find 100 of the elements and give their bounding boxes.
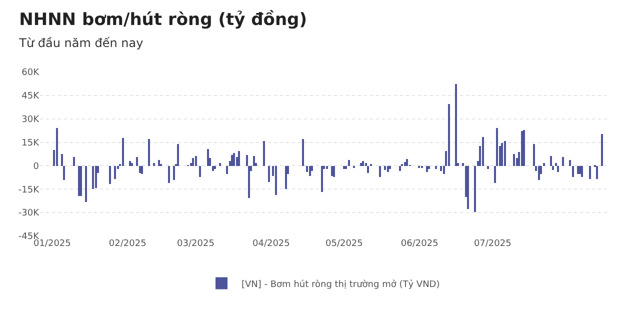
bar	[550, 156, 552, 166]
bar	[73, 157, 75, 166]
bar	[557, 166, 559, 172]
bar	[63, 166, 65, 180]
bar	[56, 128, 58, 166]
bar	[131, 163, 133, 166]
bar	[61, 154, 63, 166]
bar	[455, 84, 457, 166]
bar	[555, 163, 557, 166]
bar	[199, 166, 201, 177]
bar	[399, 166, 401, 171]
bar	[153, 163, 155, 166]
bar	[226, 166, 228, 174]
bar	[467, 166, 469, 209]
bar	[533, 144, 535, 166]
bar	[601, 134, 603, 166]
bar	[331, 166, 333, 176]
bar	[263, 141, 265, 166]
bar	[321, 166, 323, 192]
bar	[523, 130, 525, 166]
x-tick-label: 06/2025	[400, 239, 438, 249]
y-tick-label: 15K	[22, 138, 40, 148]
bar	[214, 166, 216, 169]
bar	[494, 166, 496, 183]
bar	[581, 166, 583, 177]
bar	[109, 166, 111, 184]
bar	[302, 139, 304, 166]
bar	[141, 166, 143, 174]
bar	[246, 155, 248, 166]
bar	[362, 161, 364, 166]
bar	[504, 141, 506, 166]
x-tick-label: 04/2025	[252, 239, 290, 249]
chart-title: NHNN bơm/hút ròng (tỷ đồng)	[19, 10, 307, 30]
bar	[589, 166, 591, 179]
bar	[496, 128, 498, 166]
bar	[448, 104, 450, 166]
bar	[173, 166, 175, 180]
bar	[285, 166, 287, 189]
bar	[348, 160, 350, 166]
y-tick-label: -30K	[18, 208, 40, 219]
bar	[474, 166, 476, 212]
bar	[238, 151, 240, 166]
bar	[443, 166, 445, 174]
y-tick-label: 60K	[22, 68, 40, 78]
bar	[562, 157, 564, 166]
bar	[326, 166, 328, 169]
bar	[462, 163, 464, 166]
bar	[122, 138, 124, 166]
bar	[212, 166, 214, 171]
bar	[268, 166, 270, 182]
bar	[139, 166, 141, 173]
bar	[168, 166, 170, 183]
bar	[577, 166, 579, 174]
bar	[360, 163, 362, 166]
bar	[219, 163, 221, 166]
y-tick-label: -15K	[18, 185, 40, 196]
y-tick-label: 30K	[22, 115, 40, 126]
bar	[80, 166, 82, 196]
x-tick-label: 05/2025	[325, 239, 363, 249]
bar	[195, 156, 197, 166]
bar	[92, 166, 94, 189]
y-tick-label: 0	[33, 162, 40, 172]
bar	[333, 166, 335, 177]
bar	[309, 166, 311, 176]
bar	[552, 166, 554, 170]
bar	[435, 166, 437, 169]
bar	[501, 143, 503, 166]
bar	[387, 166, 389, 172]
bar	[596, 166, 598, 179]
bar	[95, 166, 97, 188]
bar	[136, 157, 138, 166]
bar	[367, 166, 369, 173]
bar	[177, 144, 179, 166]
bar	[406, 159, 408, 166]
bar	[404, 162, 406, 166]
x-tick-label: 07/2025	[474, 239, 512, 249]
bar	[379, 166, 381, 177]
chart-subtitle: Từ đầu năm đến nay	[18, 36, 144, 50]
bar	[275, 166, 277, 195]
bar	[253, 156, 255, 166]
bar	[343, 166, 345, 169]
bar	[521, 131, 523, 166]
bar	[482, 137, 484, 166]
bar	[192, 158, 194, 166]
bar	[306, 166, 308, 172]
y-tick-label: 45K	[22, 92, 40, 102]
bar	[487, 166, 489, 169]
bar	[440, 166, 442, 171]
bar	[233, 153, 235, 166]
bar	[148, 139, 150, 166]
bar	[569, 160, 571, 166]
bar	[543, 163, 545, 166]
bar	[129, 161, 131, 166]
bar	[158, 160, 160, 166]
bar	[207, 149, 209, 166]
bar	[365, 163, 367, 166]
bar	[345, 166, 347, 169]
x-tick-label: 02/2025	[108, 239, 146, 249]
bar	[538, 166, 540, 180]
bar	[231, 155, 233, 166]
